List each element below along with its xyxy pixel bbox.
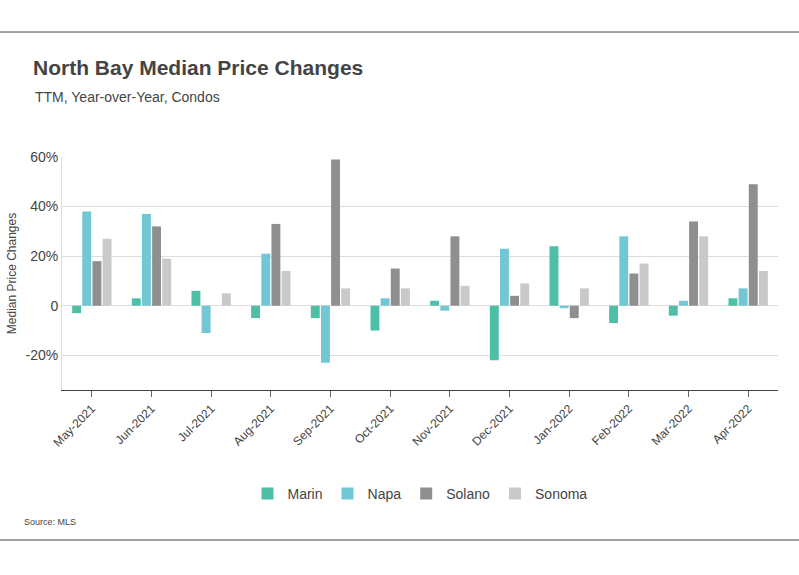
svg-text:TTM, Year-over-Year, Condos: TTM, Year-over-Year, Condos bbox=[35, 89, 220, 105]
svg-text:20%: 20% bbox=[30, 248, 58, 264]
svg-text:Sep-2021: Sep-2021 bbox=[290, 402, 337, 449]
svg-text:Sonoma: Sonoma bbox=[535, 486, 587, 502]
svg-text:Mar-2022: Mar-2022 bbox=[649, 402, 695, 448]
svg-text:40%: 40% bbox=[30, 198, 58, 214]
svg-text:Dec-2021: Dec-2021 bbox=[469, 402, 516, 449]
svg-text:May-2021: May-2021 bbox=[51, 402, 99, 450]
svg-text:Jan-2022: Jan-2022 bbox=[530, 402, 576, 448]
svg-text:Median Price Changes: Median Price Changes bbox=[5, 213, 19, 334]
svg-text:Aug-2021: Aug-2021 bbox=[230, 402, 277, 449]
svg-text:Solano: Solano bbox=[446, 486, 490, 502]
svg-text:Nov-2021: Nov-2021 bbox=[410, 402, 457, 449]
svg-text:Marin: Marin bbox=[288, 486, 323, 502]
svg-text:Apr-2022: Apr-2022 bbox=[710, 402, 755, 447]
svg-text:Jun-2021: Jun-2021 bbox=[113, 402, 159, 448]
svg-text:Oct-2021: Oct-2021 bbox=[352, 402, 397, 447]
svg-text:-20%: -20% bbox=[26, 347, 59, 363]
svg-text:Napa: Napa bbox=[368, 486, 402, 502]
svg-text:Feb-2022: Feb-2022 bbox=[589, 402, 635, 448]
svg-text:0: 0 bbox=[50, 298, 58, 314]
svg-text:60%: 60% bbox=[30, 149, 58, 165]
svg-text:Source: MLS: Source: MLS bbox=[24, 517, 76, 527]
svg-text:Jul-2021: Jul-2021 bbox=[175, 402, 218, 445]
svg-text:North Bay Median Price Changes: North Bay Median Price Changes bbox=[33, 56, 363, 79]
